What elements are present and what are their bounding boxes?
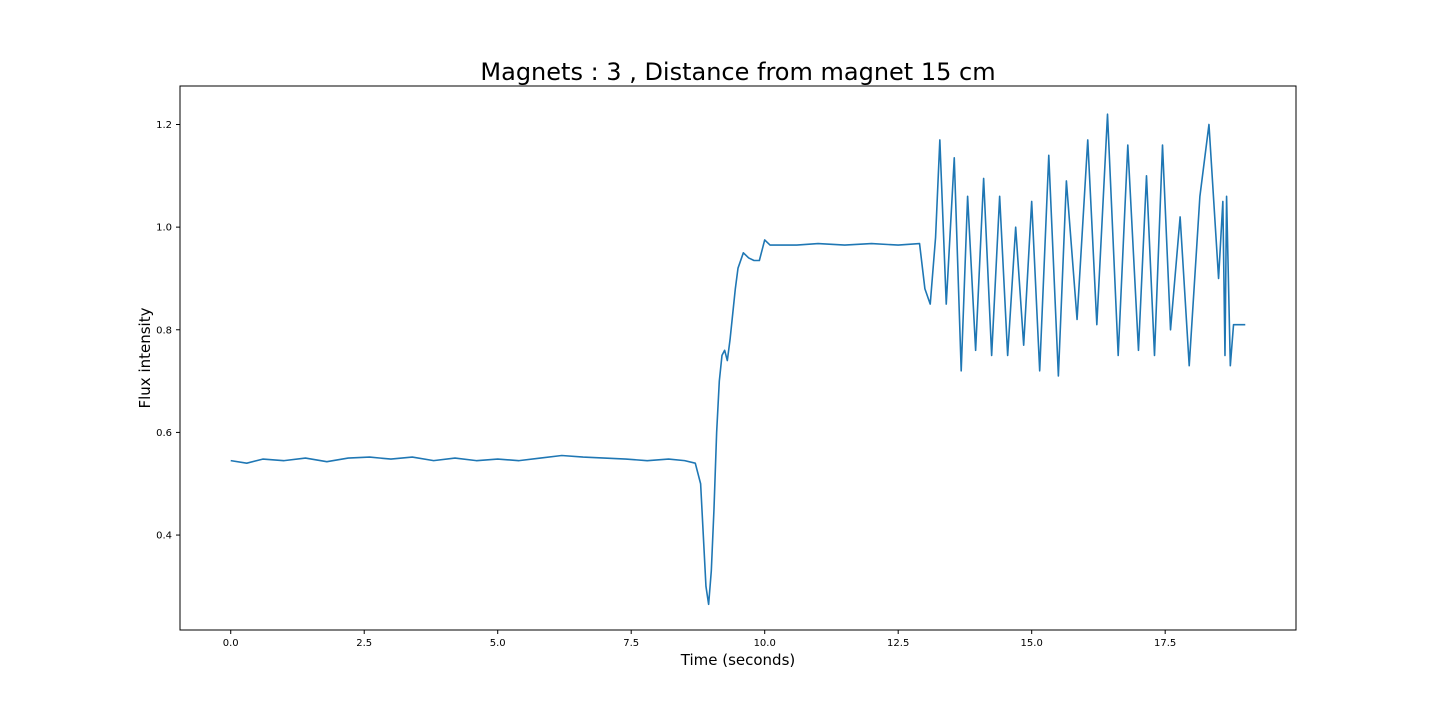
x-axis-title: Time (seconds) (680, 651, 796, 669)
x-tick-label: 5.0 (490, 638, 506, 649)
flux-intensity-line (230, 113, 1246, 606)
y-tick-label: 0.4 (156, 531, 172, 542)
plot-area-frame (179, 85, 1297, 631)
x-tick-label: 10.0 (754, 638, 776, 649)
y-tick-label: 1.0 (156, 223, 172, 234)
y-axis-title: Flux intensity (136, 307, 154, 408)
x-tick-label: 15.0 (1021, 638, 1043, 649)
x-tick-label: 0.0 (223, 638, 239, 649)
chart-title: Magnets : 3 , Distance from magnet 15 cm (480, 58, 995, 86)
y-axis-ticks: 0.4 0.6 0.8 1.0 1.2 (156, 120, 180, 542)
x-tick-label: 12.5 (887, 638, 909, 649)
y-tick-label: 1.2 (156, 120, 172, 131)
x-tick-label: 2.5 (356, 638, 372, 649)
x-tick-label: 17.5 (1154, 638, 1176, 649)
y-tick-label: 0.8 (156, 325, 172, 336)
x-axis-ticks: 0.0 2.5 5.0 7.5 10.0 12.5 15.0 17.5 (223, 630, 1176, 649)
y-tick-label: 0.6 (156, 428, 172, 439)
x-tick-label: 7.5 (623, 638, 639, 649)
